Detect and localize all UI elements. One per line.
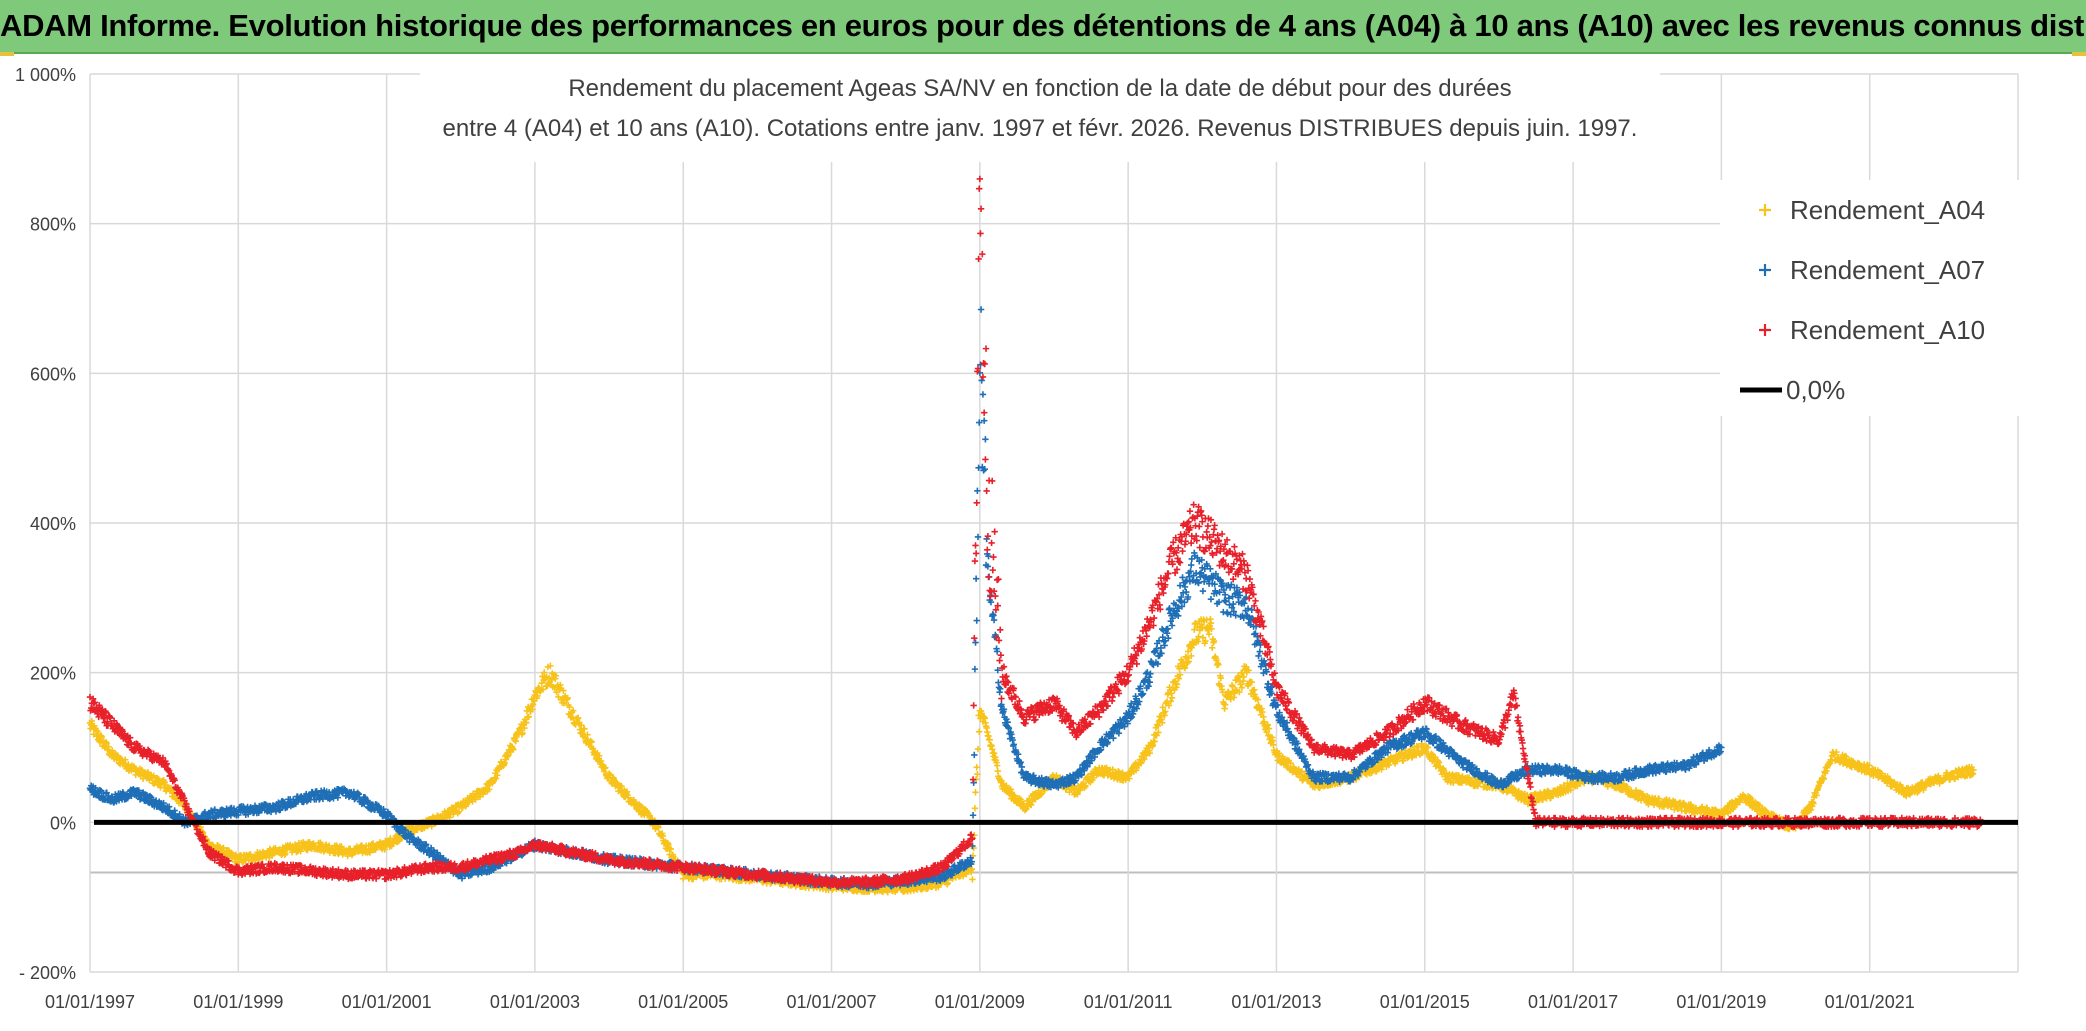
point-Rendement_A04 — [161, 779, 168, 786]
point-Rendement_A07 — [972, 575, 980, 582]
point-Rendement_A04 — [655, 824, 662, 831]
series-Rendement_A04 — [86, 615, 1977, 896]
point-Rendement_A07 — [997, 685, 1004, 692]
point-Rendement_A04 — [560, 687, 567, 694]
point-Rendement_A07 — [1188, 555, 1195, 563]
chart: Rendement du placement Ageas SA/NV en fo… — [15, 58, 2020, 1012]
point-Rendement_A04 — [973, 764, 980, 771]
point-Rendement_A04 — [667, 845, 675, 853]
point-Rendement_A04 — [574, 714, 582, 722]
point-Rendement_A07 — [971, 751, 978, 759]
point-Rendement_A04 — [381, 846, 388, 853]
point-Rendement_A04 — [584, 731, 591, 738]
point-Rendement_A04 — [555, 693, 562, 701]
banner-corner-right — [2072, 52, 2086, 56]
point-Rendement_A04 — [125, 761, 132, 768]
point-Rendement_A04 — [581, 725, 588, 732]
point-Rendement_A04 — [529, 701, 537, 708]
point-Rendement_A04 — [976, 728, 983, 735]
point-Rendement_A04 — [505, 752, 512, 759]
point-Rendement_A07 — [982, 436, 989, 443]
point-Rendement_A07 — [969, 812, 977, 819]
point-Rendement_A04 — [540, 669, 548, 676]
point-Rendement_A04 — [105, 743, 112, 750]
point-Rendement_A04 — [539, 686, 547, 693]
point-Rendement_A04 — [501, 759, 508, 767]
point-Rendement_A04 — [532, 689, 540, 696]
point-Rendement_A04 — [595, 752, 603, 759]
point-Rendement_A07 — [1179, 574, 1186, 581]
point-Rendement_A04 — [205, 839, 212, 846]
point-Rendement_A07 — [1221, 591, 1229, 598]
point-Rendement_A04 — [338, 843, 345, 850]
banner: ADAM Informe. Evolution historique des p… — [0, 0, 2086, 54]
point-Rendement_A04 — [297, 847, 304, 855]
point-Rendement_A04 — [618, 782, 625, 790]
point-Rendement_A04 — [1168, 694, 1176, 702]
point-Rendement_A07 — [1230, 600, 1237, 608]
point-Rendement_A04 — [588, 738, 595, 746]
point-Rendement_A07 — [1207, 595, 1215, 603]
point-Rendement_A04 — [519, 729, 526, 737]
point-Rendement_A04 — [216, 843, 223, 851]
point-Rendement_A04 — [96, 738, 104, 745]
point-Rendement_A04 — [570, 707, 577, 714]
point-Rendement_A07 — [1168, 622, 1176, 629]
banner-title: ADAM Informe. Evolution historique des p… — [0, 8, 2086, 43]
point-Rendement_A04 — [282, 850, 289, 858]
point-Rendement_A07 — [1222, 598, 1229, 605]
chart-container: Rendement du placement Ageas SA/NV en fo… — [0, 54, 2086, 1031]
point-Rendement_A04 — [564, 694, 571, 702]
point-Rendement_A04 — [1208, 644, 1216, 651]
point-Rendement_A04 — [969, 876, 976, 883]
point-Rendement_A04 — [512, 737, 519, 745]
point-Rendement_A07 — [1199, 587, 1207, 595]
point-Rendement_A07 — [977, 306, 985, 313]
point-Rendement_A07 — [1187, 561, 1195, 569]
point-Rendement_A04 — [492, 775, 500, 782]
point-Rendement_A04 — [94, 728, 101, 735]
point-Rendement_A04 — [560, 700, 568, 707]
point-Rendement_A04 — [566, 703, 573, 711]
point-Rendement_A04 — [578, 722, 585, 729]
point-Rendement_A04 — [523, 719, 530, 726]
point-Rendement_A04 — [569, 714, 576, 721]
point-Rendement_A04 — [494, 772, 501, 779]
point-Rendement_A04 — [587, 737, 594, 745]
data-series — [86, 150, 1985, 896]
point-Rendement_A07 — [1147, 670, 1154, 677]
point-Rendement_A04 — [92, 727, 100, 734]
point-Rendement_A04 — [325, 842, 333, 849]
point-Rendement_A07 — [979, 391, 987, 398]
point-Rendement_A07 — [973, 617, 980, 624]
point-Rendement_A04 — [646, 812, 654, 820]
point-Rendement_A04 — [597, 757, 605, 765]
point-Rendement_A04 — [547, 662, 554, 670]
point-Rendement_A04 — [552, 672, 560, 680]
point-Rendement_A04 — [972, 789, 979, 796]
point-Rendement_A07 — [1255, 652, 1262, 660]
point-Rendement_A04 — [534, 692, 541, 700]
point-Rendement_A04 — [521, 724, 528, 732]
point-Rendement_A07 — [971, 665, 979, 673]
series-Rendement_A07 — [86, 306, 1725, 892]
point-Rendement_A07 — [1256, 648, 1263, 655]
point-Rendement_A04 — [971, 805, 979, 812]
point-Rendement_A04 — [154, 775, 161, 782]
point-Rendement_A04 — [510, 746, 517, 753]
banner-corner-left — [0, 52, 14, 56]
point-Rendement_A04 — [98, 733, 105, 741]
point-Rendement_A04 — [602, 764, 609, 771]
point-Rendement_A04 — [525, 713, 532, 721]
point-Rendement_A07 — [972, 639, 979, 646]
